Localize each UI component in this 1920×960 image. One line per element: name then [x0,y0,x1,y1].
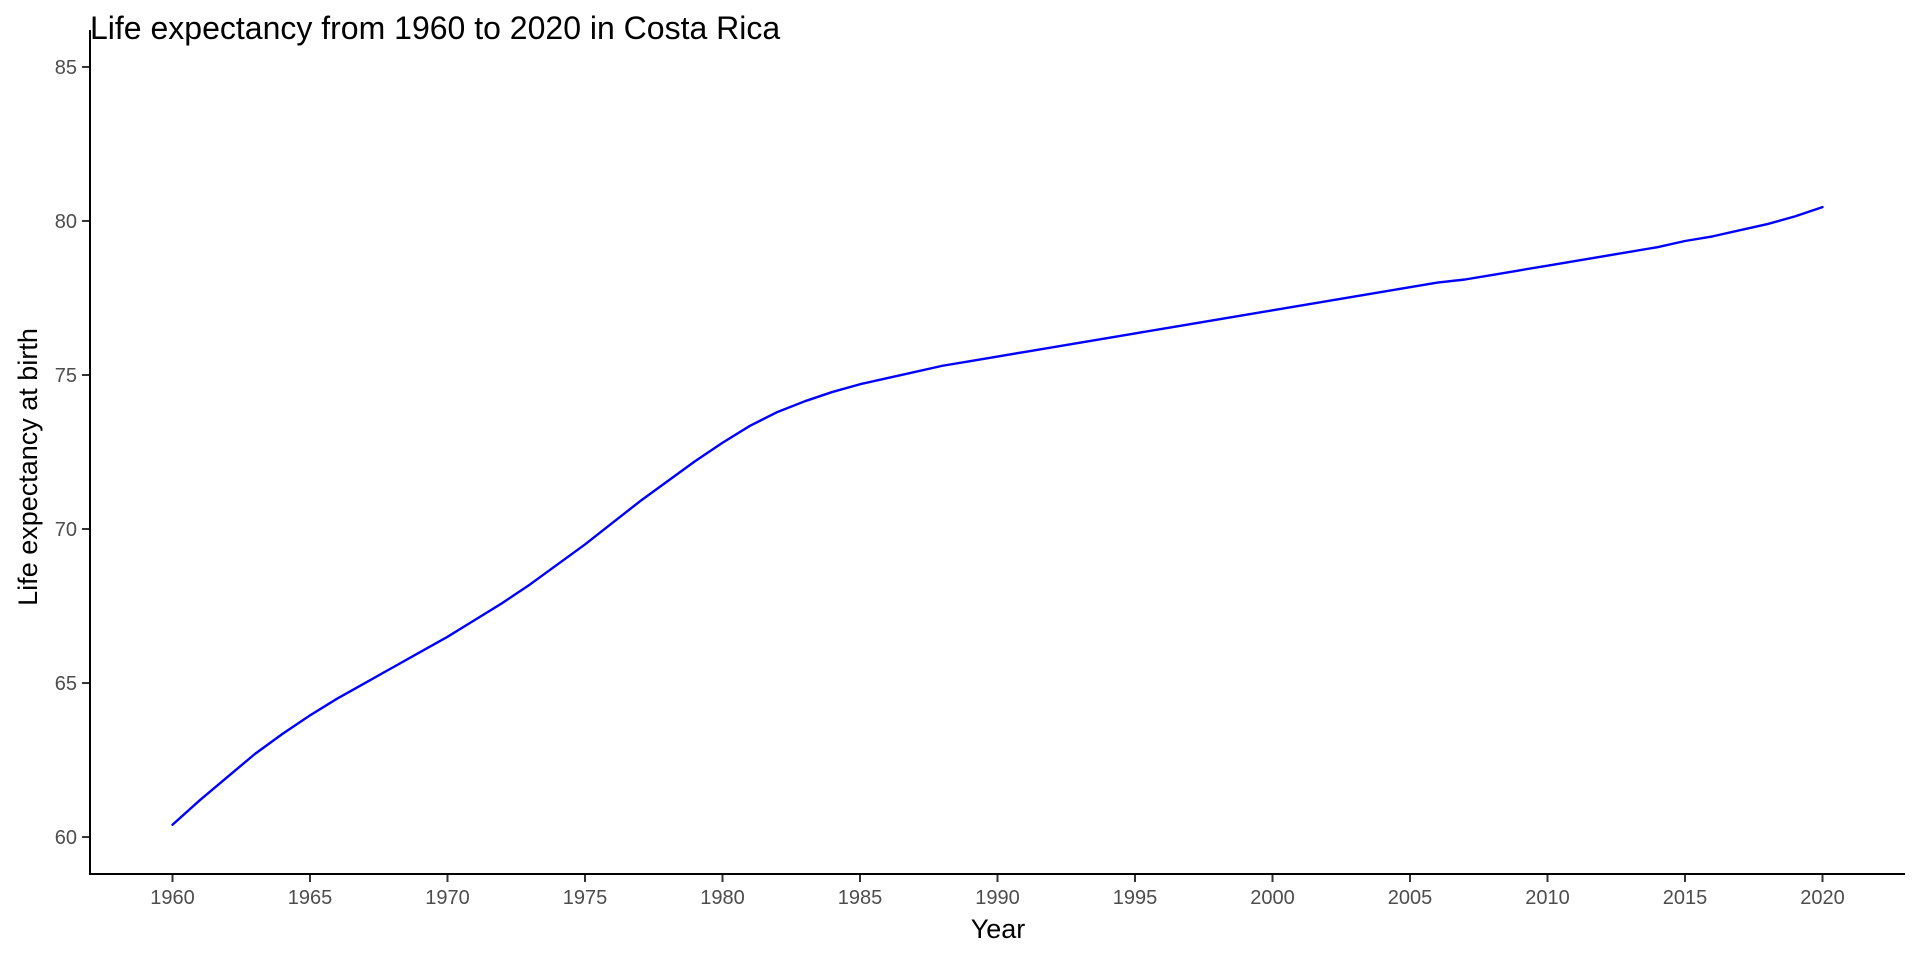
x-tick-label: 2020 [1800,887,1845,909]
y-tick-label: 80 [55,211,77,233]
x-tick-label: 1980 [700,887,745,909]
x-axis-ticks: 1960 1965 1970 1975 1980 1985 1990 1995 2000 2005… [150,874,1845,909]
x-axis-title: Year [971,914,1026,944]
y-axis-title: Life expectancy at birth [13,328,43,606]
y-tick-label: 75 [55,365,77,387]
x-tick-label: 2000 [1250,887,1295,909]
y-axis-ticks: 60 65 70 75 80 85 [55,57,90,849]
x-tick-label: 2005 [1388,887,1433,909]
life-expectancy-line [171,205,1824,826]
x-tick-label: 1970 [425,887,470,909]
x-tick-label: 1965 [288,887,333,909]
x-tick-label: 1990 [975,887,1020,909]
y-tick-label: 65 [55,673,77,695]
x-tick-label: 1995 [1113,887,1158,909]
y-tick-label: 70 [55,519,77,541]
chart-title: Life expectancy from 1960 to 2020 in Cos… [90,10,780,46]
x-tick-label: 1985 [838,887,883,909]
x-tick-label: 2010 [1525,887,1570,909]
x-tick-label: 2015 [1663,887,1708,909]
x-tick-label: 1975 [563,887,608,909]
y-tick-label: 60 [55,827,77,849]
x-tick-label: 1960 [150,887,195,909]
y-tick-label: 85 [55,57,77,79]
